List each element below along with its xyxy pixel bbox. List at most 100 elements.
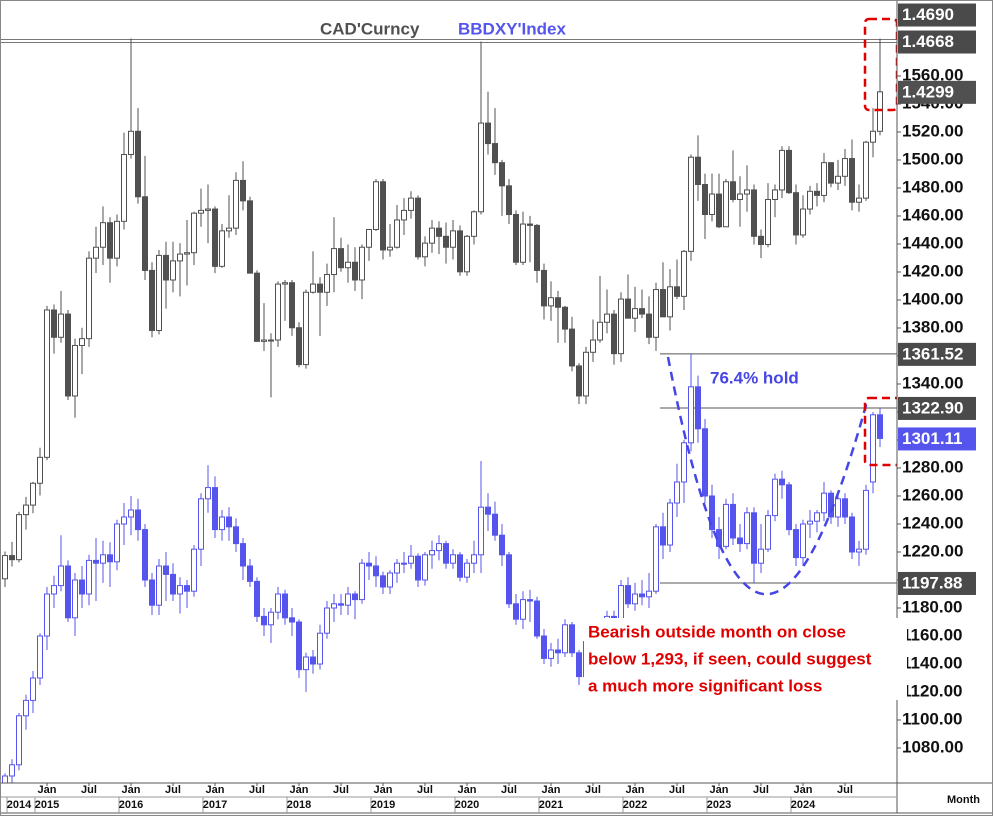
year-label: 2021 (539, 799, 563, 811)
candle-body (688, 156, 694, 252)
x-tick-label: Jul (249, 784, 265, 796)
x-tick-label: Jan (626, 784, 645, 796)
candle-body (282, 282, 288, 285)
candle-body (464, 235, 470, 273)
candle-body (149, 269, 155, 331)
candle-body (618, 298, 624, 355)
candle-body (149, 579, 155, 606)
candle-body (485, 122, 491, 145)
candle-body (520, 599, 526, 620)
candle-body (625, 585, 631, 605)
candle-body (331, 603, 337, 609)
candle-body (324, 607, 330, 634)
candle-body (37, 456, 43, 484)
candle-body (16, 514, 22, 561)
candle-body (51, 309, 57, 338)
candle-body (597, 321, 603, 341)
candle-body (401, 209, 407, 221)
candle-body (443, 543, 449, 564)
candle-body (688, 386, 694, 444)
candle-body (800, 523, 806, 559)
candle-body (9, 555, 15, 561)
candle-body (548, 649, 554, 659)
candle-body (534, 224, 540, 271)
candle-body (16, 715, 22, 766)
x-tick-label: Jul (753, 784, 769, 796)
candle-body (2, 555, 8, 580)
candle-body (555, 649, 561, 654)
x-tick-label: Jan (458, 784, 477, 796)
candle-body (142, 529, 148, 581)
candle-body (72, 344, 78, 397)
candle-body (401, 562, 407, 565)
highlight-box (863, 396, 902, 467)
candle-body (107, 222, 113, 259)
candle-body (548, 297, 554, 307)
candle-body (513, 603, 519, 620)
candle-body (639, 593, 645, 598)
year-label: 2018 (287, 799, 311, 811)
x-tick-label: Jan (542, 784, 561, 796)
candle-body (163, 565, 169, 575)
candle-body (478, 506, 484, 556)
candle-body (870, 130, 876, 143)
y-tick-label: 1120.00 (902, 681, 963, 700)
y-tick-label: 1280.00 (902, 457, 963, 476)
candle-body (387, 246, 393, 251)
candle-body (23, 699, 29, 717)
candle-body (177, 585, 183, 595)
x-tick-label: Jan (122, 784, 141, 796)
candle-body (254, 580, 260, 617)
x-tick-label: Jan (290, 784, 309, 796)
price-flag-label: 1361.52 (902, 344, 963, 363)
year-label: 2016 (119, 799, 143, 811)
candle-body (842, 498, 848, 518)
candle-body (492, 513, 498, 536)
candle-body (660, 289, 666, 318)
candle-body (100, 554, 106, 564)
candle-body (219, 516, 225, 531)
candle-body (86, 257, 92, 340)
candle-body (415, 555, 421, 581)
x-tick-label: Jul (585, 784, 601, 796)
candle-body (520, 223, 526, 263)
candle-body (849, 158, 855, 203)
candle-body (177, 253, 183, 262)
candle-body (303, 291, 309, 366)
annotation: Bearish outside month on close (588, 622, 846, 641)
candle-body (590, 339, 596, 353)
candle-body (191, 548, 197, 592)
y-tick-label: 1440.00 (902, 233, 963, 252)
candle-body (779, 149, 785, 191)
y-tick-label: 1520.00 (902, 121, 963, 140)
candle-body (849, 516, 855, 553)
candle-body (205, 487, 211, 500)
year-label: 2022 (623, 799, 647, 811)
candle-body (569, 328, 575, 367)
candle-body (65, 565, 71, 619)
candle-body (576, 365, 582, 397)
candle-body (485, 506, 491, 515)
candle-body (681, 442, 687, 483)
candle-body (436, 227, 442, 237)
candle-body (814, 512, 820, 522)
candle-body (429, 227, 435, 244)
price-flag (898, 571, 976, 595)
candle-body (352, 261, 358, 281)
candle-body (807, 190, 813, 210)
candle-body (359, 562, 365, 601)
candle-body (821, 492, 827, 514)
candle-body (877, 91, 883, 132)
candle-body (765, 198, 771, 246)
candle-body (660, 526, 666, 546)
candle-body (695, 386, 701, 430)
candle-body (233, 179, 239, 229)
candle-body (814, 190, 820, 196)
candle-body (184, 585, 190, 592)
candle-body (247, 565, 253, 582)
candle-body (653, 526, 659, 592)
x-tick-label: Jan (374, 784, 393, 796)
price-flag (898, 30, 976, 54)
